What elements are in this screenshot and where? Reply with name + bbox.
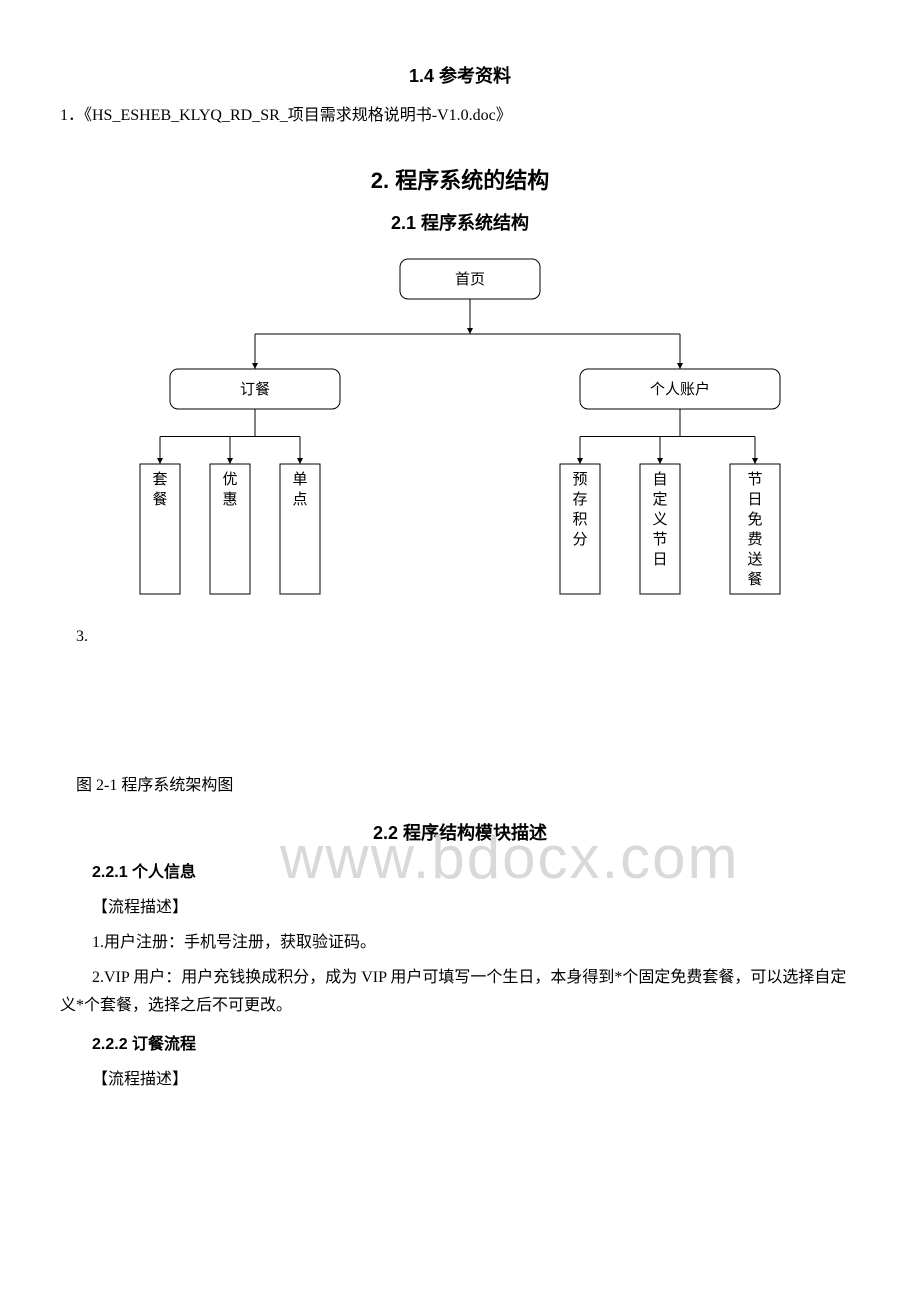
- figure-caption: 图 2-1 程序系统架构图: [60, 772, 860, 801]
- svg-text:积: 积: [572, 511, 587, 528]
- svg-text:优: 优: [222, 471, 237, 488]
- list-number-3: 3.: [60, 623, 860, 652]
- svg-text:存: 存: [572, 491, 587, 508]
- heading-2-1: 2.1 程序系统结构: [60, 207, 860, 239]
- heading-2-2: 2.2 程序结构模块描述: [60, 817, 860, 849]
- svg-text:日: 日: [747, 492, 762, 508]
- svg-text:义: 义: [652, 511, 667, 528]
- svg-text:套: 套: [152, 471, 167, 488]
- svg-text:餐: 餐: [747, 571, 762, 588]
- heading-2: 2. 程序系统的结构: [60, 161, 860, 201]
- svg-text:点: 点: [292, 491, 307, 508]
- paragraph: 1.用户注册：手机号注册，获取验证码。: [60, 929, 860, 958]
- heading-1-4: 1.4 参考资料: [60, 60, 860, 92]
- svg-text:送: 送: [747, 551, 762, 568]
- heading-2-2-1: 2.2.1 个人信息: [60, 859, 860, 888]
- svg-text:免: 免: [747, 511, 762, 528]
- svg-text:自: 自: [652, 471, 667, 488]
- svg-text:预: 预: [572, 471, 587, 488]
- svg-text:定: 定: [652, 491, 667, 508]
- svg-text:订餐: 订餐: [240, 381, 270, 398]
- svg-text:节: 节: [652, 531, 667, 548]
- paragraph: 2.VIP 用户：用户充钱换成积分，成为 VIP 用户可填写一个生日，本身得到*…: [60, 964, 860, 1022]
- svg-text:餐: 餐: [152, 491, 167, 508]
- svg-text:分: 分: [572, 531, 587, 548]
- svg-text:日: 日: [652, 552, 667, 568]
- flow-label: 【流程描述】: [60, 894, 860, 923]
- svg-text:惠: 惠: [222, 491, 237, 508]
- svg-text:费: 费: [747, 531, 762, 548]
- reference-line: 1．《HS_ESHEB_KLYQ_RD_SR_项目需求规格说明书-V1.0.do…: [60, 102, 860, 131]
- heading-2-2-2: 2.2.2 订餐流程: [60, 1031, 860, 1060]
- svg-text:单: 单: [292, 471, 307, 488]
- svg-text:节: 节: [747, 471, 762, 488]
- flow-label: 【流程描述】: [60, 1066, 860, 1095]
- svg-text:个人账户: 个人账户: [650, 381, 710, 398]
- svg-text:首页: 首页: [455, 271, 485, 288]
- system-structure-diagram: www.bdocx.com 首页订餐个人账户套餐优惠单点预存积分自定义节日节日免…: [110, 249, 810, 619]
